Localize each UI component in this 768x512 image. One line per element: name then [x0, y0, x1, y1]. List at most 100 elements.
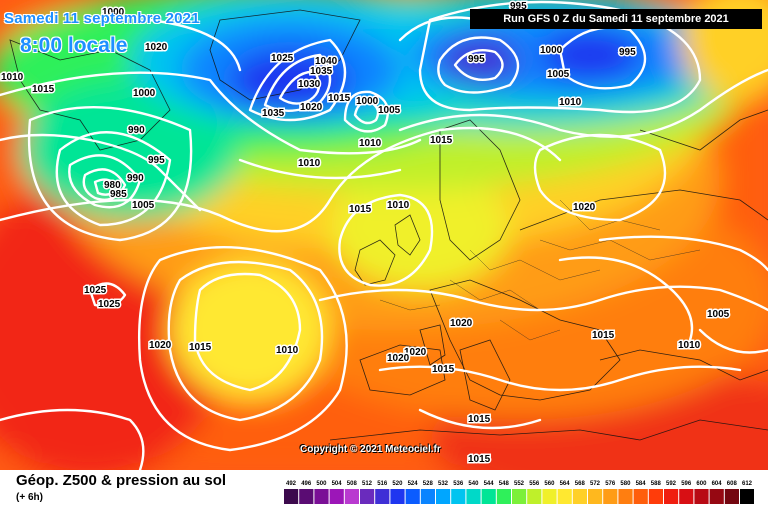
pressure-labels: 1000 1010 1020 1015 1000 990 995 990 985… [0, 0, 731, 467]
scale-tick-label: 520 [392, 481, 403, 487]
scale-tick-label: 540 [468, 481, 479, 487]
pressure-label: 1015 [349, 204, 372, 215]
pressure-label: 980 [104, 180, 121, 191]
pressure-label: 1015 [432, 364, 455, 375]
scale-tick-label: 532 [438, 481, 449, 487]
scale-tick-label: 568 [575, 481, 586, 487]
run-info-banner: Run GFS 0 Z du Samedi 11 septembre 2021 [470, 9, 762, 29]
pressure-label: 1015 [328, 93, 351, 104]
scale-tick-label: 588 [651, 481, 662, 487]
pressure-label: 1020 [149, 340, 172, 351]
pressure-label: 1020 [573, 202, 596, 213]
pressure-label: 1040 [315, 56, 338, 67]
pressure-label: 995 [619, 47, 636, 58]
scale-swatch [466, 489, 481, 504]
pressure-label: 1005 [132, 200, 155, 211]
scale-tick-label: 608 [727, 481, 738, 487]
pressure-label: 1010 [359, 138, 382, 149]
scale-tick-label: 548 [499, 481, 510, 487]
pressure-label: 990 [127, 173, 144, 184]
pressure-label: 1015 [430, 135, 453, 146]
scale-tick-label: 584 [636, 481, 647, 487]
pressure-label: 985 [110, 189, 127, 200]
scale-swatch [496, 489, 511, 504]
scale-swatch [512, 489, 527, 504]
scale-tick-label: 572 [590, 481, 601, 487]
scale-swatch [740, 489, 754, 504]
scale-swatch [709, 489, 724, 504]
forecast-step: (+ 6h) [16, 492, 43, 503]
scale-swatch [390, 489, 405, 504]
scale-swatch [633, 489, 648, 504]
pressure-label: 990 [128, 125, 145, 136]
pressure-label: 1010 [1, 72, 24, 83]
pressure-label: 1005 [707, 309, 730, 320]
pressure-label: 1025 [98, 299, 121, 310]
scale-tick-label: 600 [696, 481, 707, 487]
pressure-label: 1015 [32, 84, 55, 95]
scale-tick-label: 556 [529, 481, 540, 487]
scale-tick-label: 604 [712, 481, 723, 487]
pressure-label: 1010 [678, 340, 701, 351]
pressure-label: 1015 [468, 414, 491, 425]
pressure-label: 995 [468, 54, 485, 65]
map-time-title: 8:00 locale [20, 34, 128, 57]
pressure-label: 1010 [298, 158, 321, 169]
pressure-label: 1005 [547, 69, 570, 80]
scale-tick-label: 512 [362, 481, 373, 487]
pressure-label: 1000 [133, 88, 156, 99]
scale-swatch [405, 489, 420, 504]
scale-tick-label: 492 [286, 481, 297, 487]
pressure-label: 1025 [271, 53, 294, 64]
pressure-label: 1015 [592, 330, 615, 341]
pressure-label: 1020 [450, 318, 473, 329]
isobars [0, 0, 768, 470]
color-scale-legend: 492 496 500 504 508 512 516 520 524 528 532 536 540 5… [284, 481, 754, 504]
weather-map: 1000 1010 1020 1015 1000 990 995 990 985… [0, 0, 768, 470]
scale-swatch [420, 489, 435, 504]
scale-swatch [694, 489, 709, 504]
scale-swatch [557, 489, 572, 504]
scale-swatch [481, 489, 496, 504]
scale-swatch [603, 489, 618, 504]
pressure-label: 995 [148, 155, 165, 166]
scale-swatch [360, 489, 375, 504]
pressure-label: 1020 [387, 353, 410, 364]
scale-swatch [664, 489, 679, 504]
scale-tick-label: 576 [605, 481, 616, 487]
scale-tick-label: 580 [620, 481, 631, 487]
pressure-label: 1020 [404, 347, 427, 358]
scale-swatch [527, 489, 542, 504]
scale-tick-label: 528 [423, 481, 434, 487]
scale-swatches [284, 489, 754, 504]
scale-tick-label: 564 [560, 481, 571, 487]
scale-swatch [724, 489, 739, 504]
scale-tick-label: 496 [301, 481, 312, 487]
scale-tick-label: 500 [316, 481, 327, 487]
scale-swatch [451, 489, 466, 504]
scale-tick-label: 536 [453, 481, 464, 487]
pressure-label: 1020 [145, 42, 168, 53]
scale-swatch [284, 489, 299, 504]
scale-tick-label: 524 [408, 481, 419, 487]
copyright-notice: Copyright © 2021 Meteociel.fr [300, 444, 441, 455]
pressure-label: 1010 [387, 200, 410, 211]
scale-swatch [436, 489, 451, 504]
scale-swatch [314, 489, 329, 504]
pressure-label: 1030 [298, 79, 321, 90]
scale-swatch [588, 489, 603, 504]
scale-tick-label: 596 [681, 481, 692, 487]
scale-swatch [618, 489, 633, 504]
scale-tick-label: 560 [544, 481, 555, 487]
pressure-label: 1005 [378, 105, 401, 116]
pressure-label: 1025 [84, 285, 107, 296]
scale-tick-label: 508 [347, 481, 358, 487]
scale-labels: 492 496 500 504 508 512 516 520 524 528 532 536 540 5… [286, 481, 753, 487]
pressure-label: 1010 [559, 97, 582, 108]
scale-tick-label: 612 [742, 481, 753, 487]
pressure-label: 1000 [540, 45, 563, 56]
scale-swatch [679, 489, 694, 504]
scale-swatch [648, 489, 663, 504]
scale-tick-label: 592 [666, 481, 677, 487]
pressure-label: 1035 [262, 108, 285, 119]
